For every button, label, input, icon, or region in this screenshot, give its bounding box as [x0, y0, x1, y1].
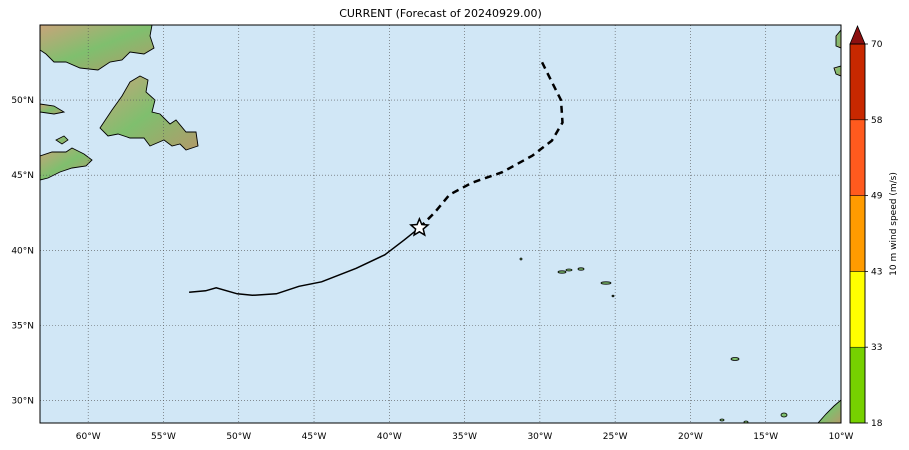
past-track-line: [189, 227, 420, 297]
land-layer: [40, 25, 841, 423]
current-position-star-icon: [409, 216, 430, 237]
landmass-nova-scotia: [40, 147, 93, 181]
map-frame: [39, 24, 842, 424]
colorbar-frame: [849, 43, 866, 424]
colorbar-tick-label: 58: [871, 116, 883, 126]
colorbar-band: [849, 271, 866, 348]
colorbar-label: 10 m wind speed (m/s): [889, 172, 899, 276]
storm-track: [189, 57, 564, 297]
lat-tick-label: 35°N: [11, 321, 34, 331]
wind-speed-colorbar: 18 33 43 49 58 70: [849, 24, 883, 429]
landmass-island: [40, 103, 66, 115]
map-title: CURRENT (Forecast of 20240929.00): [339, 7, 542, 20]
colorbar-band: [849, 346, 866, 424]
lon-tick-label: 60°W: [76, 432, 101, 442]
colorbar-tick-label: 33: [871, 343, 882, 353]
colorbar-tick-label: 49: [871, 192, 883, 202]
colorbar-extend-arrow: [849, 24, 866, 45]
forecast-track-line: [418, 57, 564, 229]
lat-tick-label: 30°N: [11, 396, 34, 406]
landmass-islet: [55, 135, 69, 145]
colorbar-tick-label: 70: [871, 40, 883, 50]
lon-tick-label: 30°W: [527, 432, 552, 442]
lon-tick-label: 50°W: [226, 432, 251, 442]
colorbar-band: [849, 195, 866, 272]
landmass-iberia: [835, 29, 841, 49]
landmass-labrador: [40, 25, 155, 71]
lon-tick-label: 35°W: [452, 432, 477, 442]
lat-tick-label: 40°N: [11, 246, 34, 256]
ocean-background: [40, 25, 841, 423]
lat-tick-label: 50°N: [11, 96, 34, 106]
landmass-africa: [817, 399, 841, 423]
lon-tick-label: 55°W: [151, 432, 176, 442]
lat-tick-label: 45°N: [11, 171, 34, 181]
latitude-ticks: 30°N 35°N 40°N 45°N 50°N: [11, 96, 34, 406]
lon-tick-label: 25°W: [603, 432, 628, 442]
longitude-ticks: 60°W 55°W 50°W 45°W 40°W 35°W 30°W 25°W 20°W 15°W…: [76, 432, 854, 442]
colorbar-band: [849, 119, 866, 196]
colorbar-band: [849, 43, 866, 121]
colorbar-tick-label: 18: [871, 419, 883, 429]
landmass-newfoundland: [99, 75, 199, 151]
lon-tick-label: 40°W: [377, 432, 402, 442]
colorbar-tick-label: 43: [871, 267, 882, 277]
islands-azores: [519, 257, 788, 423]
lon-tick-label: 45°W: [302, 432, 327, 442]
lon-tick-label: 10°W: [829, 432, 854, 442]
lon-tick-label: 20°W: [678, 432, 703, 442]
lon-tick-label: 15°W: [753, 432, 778, 442]
landmass-iberia-coast: [833, 65, 841, 77]
